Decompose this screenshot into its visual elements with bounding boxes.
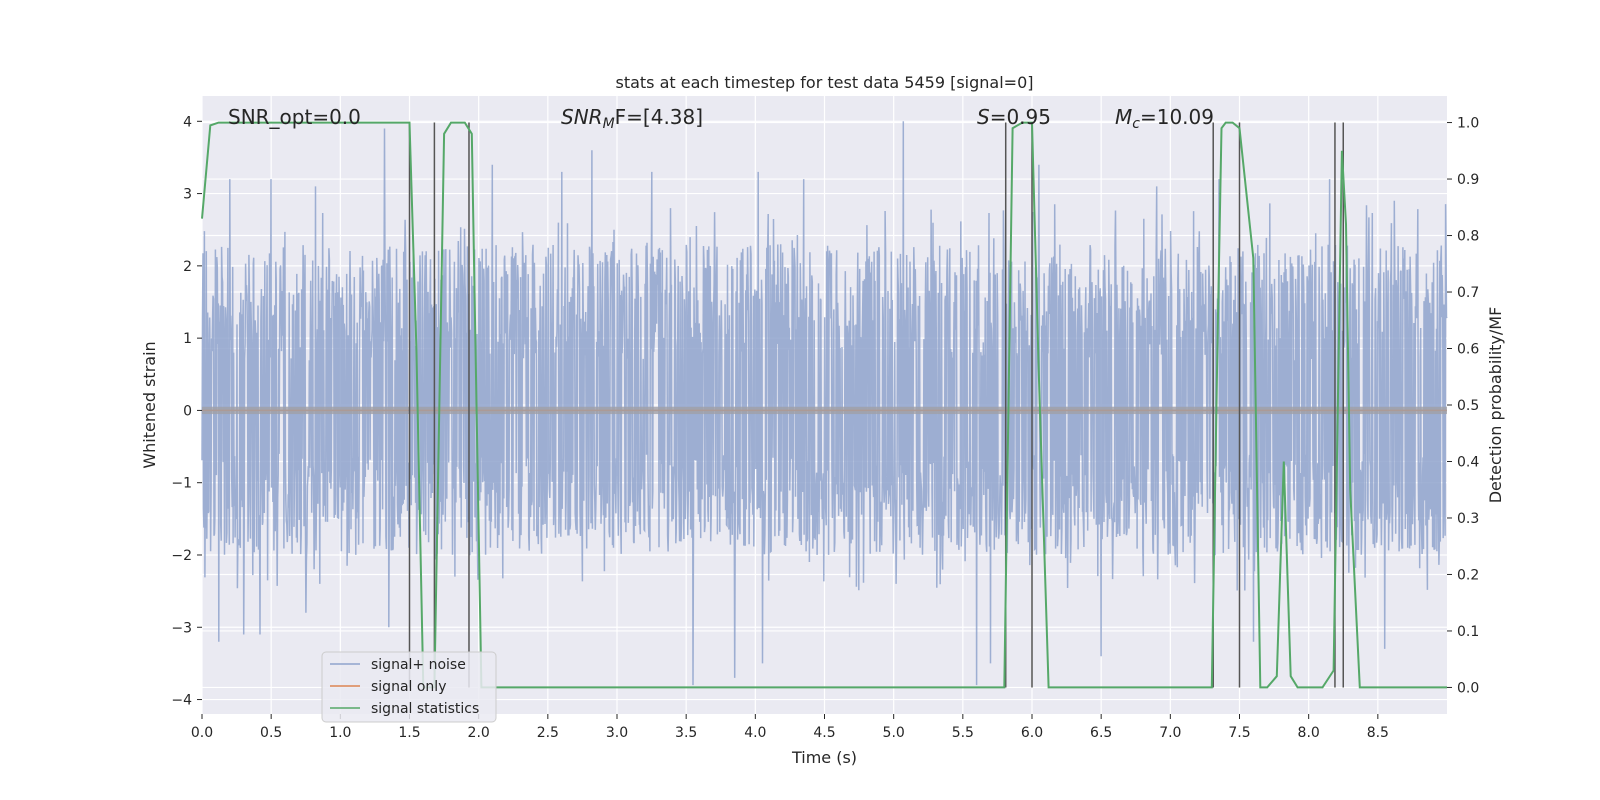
y-tick-label-5: −1 xyxy=(171,476,192,492)
x-tick-label-11: 5.5 xyxy=(952,725,974,741)
x-tick-label-14: 7.0 xyxy=(1159,725,1181,741)
x-tick-label-8: 4.0 xyxy=(744,725,766,741)
y-tick-label-3: 1 xyxy=(183,331,192,347)
x-tick-label-9: 4.5 xyxy=(813,725,835,741)
annotation-snr-mf: SNRMF=[4.38] xyxy=(561,105,703,132)
y-tick-label-2: 2 xyxy=(183,259,192,275)
legend-label-signal-noise: signal+ noise xyxy=(371,657,466,673)
y2-tick-label-7: 0.3 xyxy=(1457,511,1479,527)
y-axis-label: Whitened strain xyxy=(140,341,159,468)
x-tick-label-13: 6.5 xyxy=(1090,725,1112,741)
legend-label-signal-statistics: signal statistics xyxy=(371,701,479,717)
y2-axis-label: Detection probability/MF xyxy=(1486,307,1505,504)
y2-tick-label-8: 0.2 xyxy=(1457,567,1479,583)
x-tick-label-16: 8.0 xyxy=(1298,725,1320,741)
x-tick-label-15: 7.5 xyxy=(1228,725,1250,741)
y2-tick-label-0: 1.0 xyxy=(1457,116,1479,132)
x-axis-label: Time (s) xyxy=(791,748,857,767)
signal-statistics-line xyxy=(201,121,1447,689)
x-tick-label-5: 2.5 xyxy=(537,725,559,741)
chart-title: stats at each timestep for test data 545… xyxy=(615,73,1033,92)
annotation-s: S=0.95 xyxy=(977,105,1051,129)
y-tick-label-6: −2 xyxy=(171,548,192,564)
y-tick-label-8: −4 xyxy=(171,693,192,709)
y2-tick-label-3: 0.7 xyxy=(1457,285,1479,301)
zero-band xyxy=(202,406,1447,415)
legend-label-signal-only: signal only xyxy=(371,679,446,695)
y-axis-left: 4 3 2 1 0 −1 −2 −3 −4 xyxy=(171,114,202,709)
y2-tick-label-10: 0.0 xyxy=(1457,680,1479,696)
y-tick-label-0: 4 xyxy=(183,114,192,130)
x-tick-label-3: 1.5 xyxy=(398,725,420,741)
annotation-snr-opt: SNR_opt=0.0 xyxy=(228,105,361,129)
x-tick-label-12: 6.0 xyxy=(1021,725,1043,741)
series-signal-only xyxy=(202,406,1447,415)
x-tick-label-17: 8.5 xyxy=(1367,725,1389,741)
y-tick-label-7: −3 xyxy=(171,620,192,636)
legend: signal+ noise signal only signal statist… xyxy=(321,651,497,723)
x-tick-label-4: 2.0 xyxy=(468,725,490,741)
legend-box xyxy=(321,651,497,723)
x-tick-label-1: 0.5 xyxy=(260,725,282,741)
y2-tick-label-2: 0.8 xyxy=(1457,229,1479,245)
y2-tick-label-1: 0.9 xyxy=(1457,172,1479,188)
y-tick-label-1: 3 xyxy=(183,187,192,203)
x-tick-label-10: 5.0 xyxy=(883,725,905,741)
x-tick-label-7: 3.5 xyxy=(675,725,697,741)
y2-tick-label-5: 0.5 xyxy=(1457,398,1479,414)
x-tick-label-2: 1.0 xyxy=(329,725,351,741)
y2-tick-label-4: 0.6 xyxy=(1457,342,1479,358)
series-signal-statistics xyxy=(201,121,1447,689)
x-tick-label-6: 3.0 xyxy=(606,725,628,741)
y-tick-label-4: 0 xyxy=(183,403,192,419)
y-axis-right: 1.0 0.9 0.8 0.7 0.6 0.5 0.4 0.3 0.2 0.1 0.0 xyxy=(1447,116,1479,696)
y2-tick-label-6: 0.4 xyxy=(1457,454,1479,470)
y2-tick-label-9: 0.1 xyxy=(1457,624,1479,640)
x-axis: 0.0 0.5 1.0 1.5 2.0 2.5 3.0 3.5 4.0 4.5 5.0 5.5 6.0 6… xyxy=(191,714,1389,741)
x-tick-label-0: 0.0 xyxy=(191,725,213,741)
annotation-mc: Mc=10.09 xyxy=(1115,105,1214,132)
